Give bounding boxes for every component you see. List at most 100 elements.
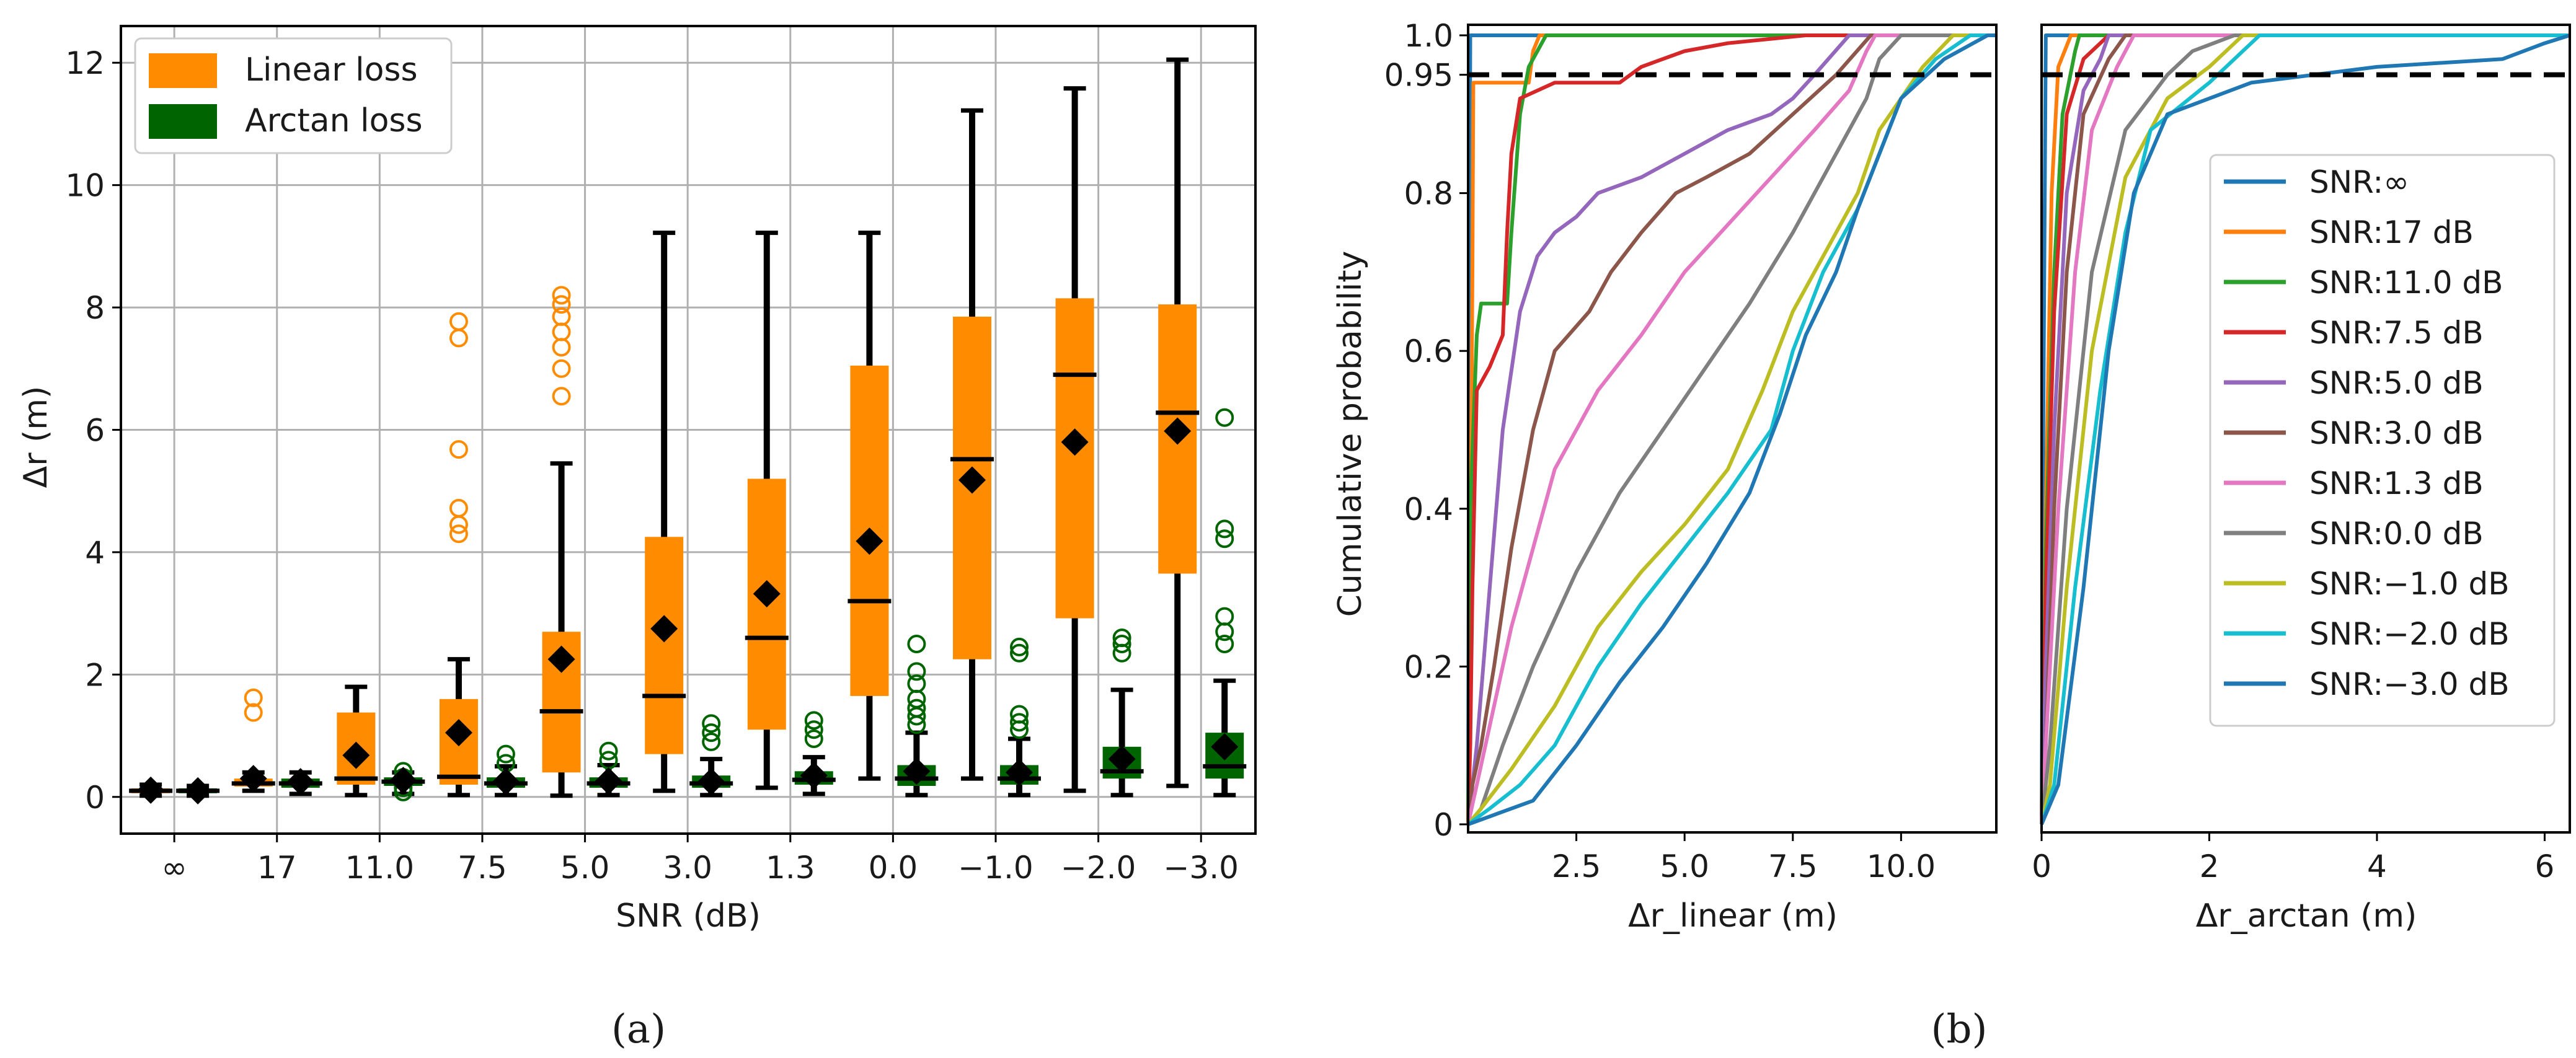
box-1-7: [895, 634, 939, 798]
x-tick-label: −2.0: [1061, 850, 1136, 886]
caption-b: (b): [1931, 1007, 1988, 1052]
box-0-0: [129, 776, 173, 804]
y-tick-label: 0: [1433, 807, 1453, 843]
outlier: [552, 295, 571, 314]
legend-label: SNR:−3.0 dB: [2309, 666, 2510, 702]
outlier: [552, 307, 571, 326]
x-axis-label-linear: Δr_linear (m): [1628, 897, 1838, 935]
mean-marker: [1108, 745, 1136, 773]
outlier: [1215, 634, 1234, 653]
mean-marker: [547, 645, 575, 673]
mean-marker: [1211, 733, 1239, 760]
mean-marker: [595, 767, 622, 795]
box-1-4: [586, 741, 631, 798]
outlier: [449, 312, 468, 331]
outlier: [552, 286, 571, 305]
outlier: [552, 322, 571, 342]
box-0-1: [231, 688, 275, 793]
mean-marker: [445, 719, 472, 747]
y-tick-label: 0.8: [1404, 176, 1453, 212]
outlier: [1215, 519, 1234, 539]
legend-swatch-linear: [149, 53, 217, 88]
outlier: [449, 328, 468, 348]
x-tick-label: 10.0: [1867, 849, 1936, 884]
outlier: [907, 634, 926, 653]
y-tick-label: 8: [85, 290, 105, 326]
mean-marker: [1061, 428, 1089, 456]
cdf-lines-arctan: [2040, 33, 2570, 826]
box-iqr: [645, 537, 684, 754]
tick-labels: 0 2 4 6 8 10 12 ∞ 17 11.0 7.5 5.0 3.0 1.3 0.0 −1.0 −2.0−…: [65, 45, 1239, 886]
outlier: [1010, 705, 1029, 724]
outlier: [702, 732, 721, 751]
outlier: [599, 741, 618, 760]
cdf-line: [1467, 33, 1996, 826]
cdf-lines-linear: [1466, 33, 1996, 826]
box-0-9: [1053, 86, 1097, 793]
mean-marker: [753, 580, 781, 608]
x-tick-label: 7.5: [1768, 849, 1818, 884]
outlier: [552, 359, 571, 378]
mean-marker: [286, 768, 314, 796]
box-0-7: [848, 231, 892, 781]
outlier: [552, 387, 571, 406]
tick-labels-linear: 2.5 5.0 7.5 10.0 0 0.2 0.4 0.6 0.8 0.95 1.0: [1384, 18, 1936, 884]
outlier: [907, 662, 926, 681]
outlier: [1010, 713, 1029, 732]
box-1-3: [484, 744, 528, 798]
outlier: [449, 498, 468, 518]
cdf-line: [1466, 33, 1996, 825]
legend-label-arctan: Arctan loss: [245, 102, 423, 139]
cdf-line: [2040, 33, 2570, 826]
y-tick-label: 0.6: [1404, 333, 1453, 369]
mean-marker: [184, 777, 212, 805]
box-1-10: [1203, 408, 1247, 798]
y-tick-label: 0.2: [1404, 649, 1453, 685]
x-tick-label: 5.0: [1660, 849, 1709, 884]
mean-marker: [492, 768, 520, 796]
mean-marker: [856, 527, 883, 555]
legend-label: SNR:−1.0 dB: [2309, 566, 2510, 602]
legend-label: SNR:17 dB: [2309, 214, 2474, 250]
legend-label: SNR:7.5 dB: [2309, 315, 2484, 351]
mean-marker: [137, 776, 165, 804]
x-tick-label: 17: [257, 850, 297, 886]
x-tick-label: 2: [2200, 849, 2220, 884]
x-tick-label: 1.3: [766, 850, 815, 886]
y-tick-label: 6: [85, 413, 105, 449]
outlier: [907, 699, 926, 718]
box-0-5: [642, 231, 686, 793]
outlier: [702, 723, 721, 743]
box-0-8: [950, 108, 994, 781]
box-1-9: [1100, 628, 1144, 798]
panel-b-arctan-cdf: 0 2 4 6 Δr_arctan (m) SNR:∞ SNR:17 dB SNR:11.…: [2032, 24, 2571, 935]
cdf-line: [1466, 33, 1996, 825]
x-tick-label: −1.0: [958, 850, 1033, 886]
x-tick-label: 0: [2032, 849, 2052, 884]
legend-label: SNR:1.3 dB: [2309, 465, 2484, 501]
box-1-6: [792, 711, 836, 796]
box-1-2: [381, 762, 425, 801]
outlier: [449, 440, 468, 459]
outlier: [449, 524, 468, 544]
box-0-10: [1156, 57, 1200, 788]
y-tick-label: 2: [85, 657, 105, 693]
outlier: [496, 744, 515, 764]
outlier: [1010, 637, 1029, 656]
box-0-2: [334, 684, 378, 798]
y-tick-label: 0: [85, 780, 105, 816]
y-tick-label: 4: [85, 535, 105, 571]
legend-label: SNR:−2.0 dB: [2309, 616, 2510, 652]
cdf-line: [2040, 33, 2570, 825]
y-tick-label: 10: [65, 168, 105, 204]
outlier: [702, 714, 721, 733]
x-tick-label: 3.0: [663, 850, 712, 886]
panel-a-boxplot: 0 2 4 6 8 10 12 ∞ 17 11.0 7.5 5.0 3.0 1.3 0.0 −1.0 −2.0−…: [17, 25, 1257, 935]
outlier: [1112, 628, 1131, 648]
legend-label: SNR:5.0 dB: [2309, 365, 2484, 401]
x-axis-label-arctan: Δr_arctan (m): [2196, 897, 2417, 935]
x-tick-label: 6: [2535, 849, 2555, 884]
mean-marker: [342, 741, 370, 769]
y-tick-label: 1.0: [1404, 18, 1453, 54]
cdf-line: [1466, 33, 1996, 825]
